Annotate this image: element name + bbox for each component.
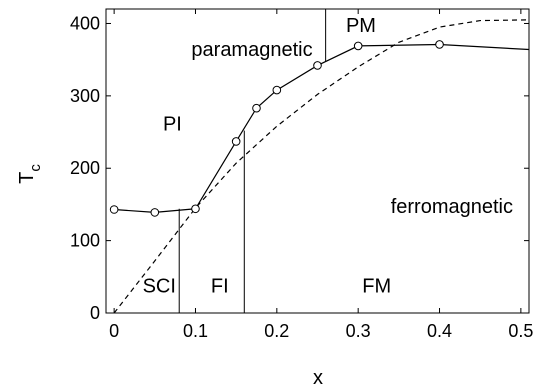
- phase-boundaries: [178, 9, 327, 313]
- measured-line: [114, 43, 530, 213]
- y-tick-label: 300: [70, 86, 100, 106]
- axis-ticks: [106, 9, 529, 314]
- series-layer: [113, 19, 530, 314]
- x-tick-label: 0.1: [183, 321, 208, 341]
- x-tick-label: 0: [109, 321, 119, 341]
- data-point-marker: [435, 40, 444, 49]
- region-label: FI: [211, 275, 229, 297]
- region-label: FM: [362, 275, 391, 297]
- region-label: ferromagnetic: [391, 196, 513, 218]
- y-tick-labels: 0 100 200 300 400: [70, 13, 100, 323]
- data-markers: [109, 40, 444, 217]
- y-tick-label: 0: [90, 303, 100, 323]
- x-tick-label: 0.4: [427, 321, 452, 341]
- x-tick-labels: 0 0.1 0.2 0.3 0.4 0.5: [109, 321, 533, 341]
- x-axis-label: x: [313, 367, 323, 389]
- y-axis-label: Tc: [16, 164, 44, 184]
- data-point-marker: [272, 85, 282, 95]
- x-tick-label: 0.2: [264, 321, 289, 341]
- x-tick-label: 0.3: [346, 321, 371, 341]
- plot-frame: [105, 8, 530, 314]
- x-tick-label: 0.5: [508, 321, 533, 341]
- region-labels: paramagnetic PM PI ferromagnetic SCI FI FM: [143, 15, 513, 298]
- data-point-marker: [252, 103, 261, 113]
- region-label: PI: [163, 113, 182, 135]
- data-point-marker: [191, 204, 200, 214]
- y-tick-label: 400: [70, 13, 100, 33]
- y-tick-label: 100: [70, 231, 100, 251]
- y-tick-label: 200: [70, 158, 100, 178]
- region-label: paramagnetic: [191, 39, 312, 61]
- data-point-marker: [150, 208, 160, 217]
- dashed-curve: [113, 19, 530, 314]
- data-point-marker: [231, 137, 241, 146]
- data-point-marker: [313, 61, 322, 70]
- region-label: SCI: [143, 275, 176, 297]
- region-label: PM: [346, 15, 376, 37]
- data-point-marker: [109, 205, 119, 214]
- data-point-marker: [353, 41, 363, 51]
